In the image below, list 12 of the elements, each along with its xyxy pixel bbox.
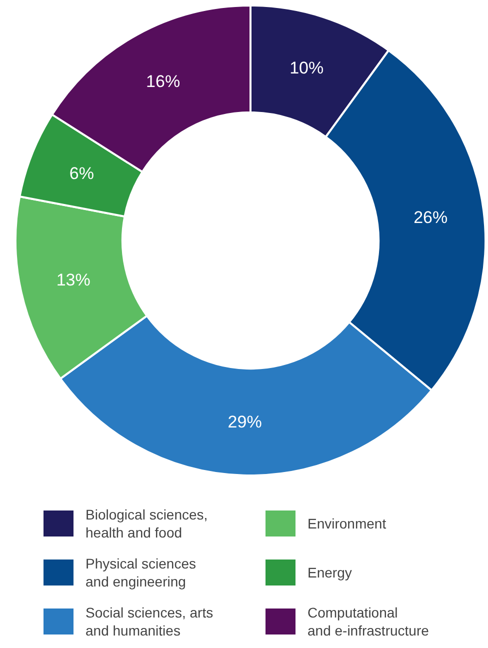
legend-label: Physical sciences and engineering <box>86 555 196 590</box>
data-label: 29% <box>228 412 262 432</box>
data-label: 10% <box>290 58 324 78</box>
legend-label: Computational and e-infrastructure <box>308 604 430 639</box>
data-label: 26% <box>414 208 448 228</box>
legend-label: Social sciences, arts and humanities <box>86 604 214 639</box>
data-label: 13% <box>56 270 90 290</box>
data-label: 16% <box>146 72 180 91</box>
legend-label: Energy <box>308 564 352 580</box>
legend-label: Biological sciences, health and food <box>86 506 208 541</box>
data-label: 6% <box>69 164 94 184</box>
legend-label: Environment <box>308 516 386 532</box>
